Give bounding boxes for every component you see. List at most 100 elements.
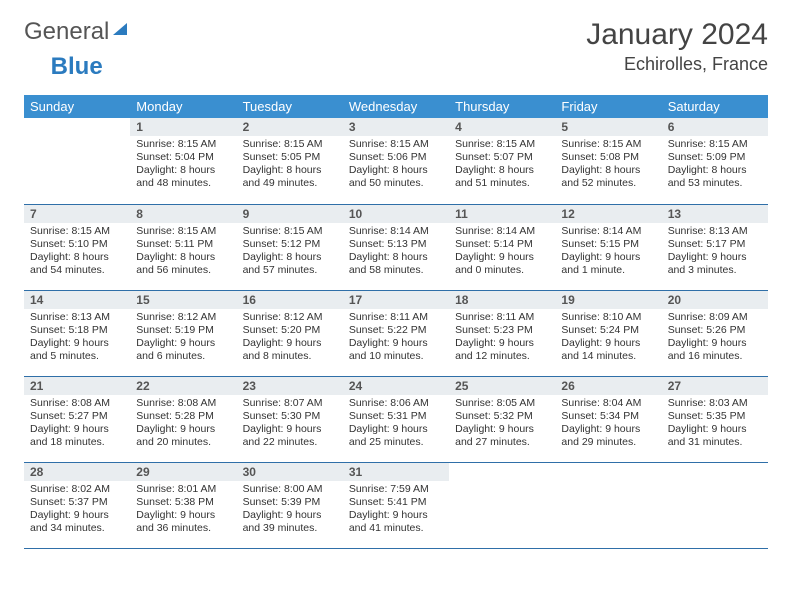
- sunrise-line: Sunrise: 8:08 AM: [30, 397, 110, 409]
- day-number: 22: [130, 377, 236, 395]
- weekday-header: Sunday: [24, 95, 130, 118]
- daylight-line: Daylight: 9 hours and 34 minutes.: [30, 509, 109, 534]
- day-number: 13: [662, 205, 768, 223]
- calendar-week: 1Sunrise: 8:15 AMSunset: 5:04 PMDaylight…: [24, 118, 768, 204]
- sunset-line: Sunset: 5:24 PM: [561, 324, 639, 336]
- day-number: 19: [555, 291, 661, 309]
- calendar-week: 14Sunrise: 8:13 AMSunset: 5:18 PMDayligh…: [24, 290, 768, 376]
- calendar-cell: 29Sunrise: 8:01 AMSunset: 5:38 PMDayligh…: [130, 462, 236, 548]
- calendar-cell: 4Sunrise: 8:15 AMSunset: 5:07 PMDaylight…: [449, 118, 555, 204]
- calendar-cell: 25Sunrise: 8:05 AMSunset: 5:32 PMDayligh…: [449, 376, 555, 462]
- day-number: 14: [24, 291, 130, 309]
- sunset-line: Sunset: 5:26 PM: [668, 324, 746, 336]
- weekday-header: Monday: [130, 95, 236, 118]
- sunset-line: Sunset: 5:27 PM: [30, 410, 108, 422]
- sunset-line: Sunset: 5:15 PM: [561, 238, 639, 250]
- sunrise-line: Sunrise: 7:59 AM: [349, 483, 429, 495]
- sunrise-line: Sunrise: 8:04 AM: [561, 397, 641, 409]
- calendar-cell: 14Sunrise: 8:13 AMSunset: 5:18 PMDayligh…: [24, 290, 130, 376]
- day-body: Sunrise: 8:14 AMSunset: 5:14 PMDaylight:…: [449, 223, 555, 282]
- daylight-line: Daylight: 8 hours and 56 minutes.: [136, 251, 215, 276]
- daylight-line: Daylight: 9 hours and 39 minutes.: [243, 509, 322, 534]
- calendar-cell: 28Sunrise: 8:02 AMSunset: 5:37 PMDayligh…: [24, 462, 130, 548]
- sunset-line: Sunset: 5:30 PM: [243, 410, 321, 422]
- calendar-cell: [555, 462, 661, 548]
- day-number: 31: [343, 463, 449, 481]
- daylight-line: Daylight: 8 hours and 49 minutes.: [243, 164, 322, 189]
- sunset-line: Sunset: 5:13 PM: [349, 238, 427, 250]
- day-body: Sunrise: 8:14 AMSunset: 5:15 PMDaylight:…: [555, 223, 661, 282]
- sunrise-line: Sunrise: 8:15 AM: [349, 138, 429, 150]
- calendar-table: SundayMondayTuesdayWednesdayThursdayFrid…: [24, 95, 768, 549]
- sunset-line: Sunset: 5:41 PM: [349, 496, 427, 508]
- daylight-line: Daylight: 9 hours and 36 minutes.: [136, 509, 215, 534]
- calendar-cell: 1Sunrise: 8:15 AMSunset: 5:04 PMDaylight…: [130, 118, 236, 204]
- sunset-line: Sunset: 5:14 PM: [455, 238, 533, 250]
- daylight-line: Daylight: 8 hours and 52 minutes.: [561, 164, 640, 189]
- sunrise-line: Sunrise: 8:15 AM: [136, 225, 216, 237]
- weekday-row: SundayMondayTuesdayWednesdayThursdayFrid…: [24, 95, 768, 118]
- day-number: 11: [449, 205, 555, 223]
- sunrise-line: Sunrise: 8:15 AM: [30, 225, 110, 237]
- sunset-line: Sunset: 5:19 PM: [136, 324, 214, 336]
- sunrise-line: Sunrise: 8:14 AM: [561, 225, 641, 237]
- calendar-cell: 7Sunrise: 8:15 AMSunset: 5:10 PMDaylight…: [24, 204, 130, 290]
- daylight-line: Daylight: 9 hours and 27 minutes.: [455, 423, 534, 448]
- sunrise-line: Sunrise: 8:12 AM: [243, 311, 323, 323]
- calendar-cell: 8Sunrise: 8:15 AMSunset: 5:11 PMDaylight…: [130, 204, 236, 290]
- sunset-line: Sunset: 5:08 PM: [561, 151, 639, 163]
- sunrise-line: Sunrise: 8:00 AM: [243, 483, 323, 495]
- calendar-cell: 23Sunrise: 8:07 AMSunset: 5:30 PMDayligh…: [237, 376, 343, 462]
- calendar-cell: 31Sunrise: 7:59 AMSunset: 5:41 PMDayligh…: [343, 462, 449, 548]
- sunrise-line: Sunrise: 8:14 AM: [349, 225, 429, 237]
- sunrise-line: Sunrise: 8:15 AM: [243, 225, 323, 237]
- sunrise-line: Sunrise: 8:09 AM: [668, 311, 748, 323]
- sunrise-line: Sunrise: 8:15 AM: [243, 138, 323, 150]
- sunrise-line: Sunrise: 8:15 AM: [455, 138, 535, 150]
- weekday-header: Saturday: [662, 95, 768, 118]
- calendar-week: 28Sunrise: 8:02 AMSunset: 5:37 PMDayligh…: [24, 462, 768, 548]
- daylight-line: Daylight: 9 hours and 5 minutes.: [30, 337, 109, 362]
- sunset-line: Sunset: 5:23 PM: [455, 324, 533, 336]
- daylight-line: Daylight: 9 hours and 14 minutes.: [561, 337, 640, 362]
- weekday-header: Friday: [555, 95, 661, 118]
- calendar-week: 21Sunrise: 8:08 AMSunset: 5:27 PMDayligh…: [24, 376, 768, 462]
- daylight-line: Daylight: 9 hours and 22 minutes.: [243, 423, 322, 448]
- sunrise-line: Sunrise: 8:15 AM: [561, 138, 641, 150]
- day-body: Sunrise: 8:07 AMSunset: 5:30 PMDaylight:…: [237, 395, 343, 454]
- day-body: Sunrise: 8:15 AMSunset: 5:08 PMDaylight:…: [555, 136, 661, 195]
- day-number: 10: [343, 205, 449, 223]
- calendar-cell: 11Sunrise: 8:14 AMSunset: 5:14 PMDayligh…: [449, 204, 555, 290]
- day-body: Sunrise: 8:11 AMSunset: 5:23 PMDaylight:…: [449, 309, 555, 368]
- brand-part2: Blue: [51, 53, 103, 80]
- sunrise-line: Sunrise: 8:11 AM: [349, 311, 428, 323]
- sunset-line: Sunset: 5:10 PM: [30, 238, 108, 250]
- sunset-line: Sunset: 5:07 PM: [455, 151, 533, 163]
- day-body: Sunrise: 8:13 AMSunset: 5:18 PMDaylight:…: [24, 309, 130, 368]
- day-number: 20: [662, 291, 768, 309]
- sunset-line: Sunset: 5:37 PM: [30, 496, 108, 508]
- day-body: Sunrise: 8:10 AMSunset: 5:24 PMDaylight:…: [555, 309, 661, 368]
- day-number: 1: [130, 118, 236, 136]
- day-number: 26: [555, 377, 661, 395]
- calendar-cell: 24Sunrise: 8:06 AMSunset: 5:31 PMDayligh…: [343, 376, 449, 462]
- sunrise-line: Sunrise: 8:05 AM: [455, 397, 535, 409]
- day-number: 15: [130, 291, 236, 309]
- calendar-cell: 9Sunrise: 8:15 AMSunset: 5:12 PMDaylight…: [237, 204, 343, 290]
- day-body: Sunrise: 8:02 AMSunset: 5:37 PMDaylight:…: [24, 481, 130, 540]
- sunrise-line: Sunrise: 8:12 AM: [136, 311, 216, 323]
- sunrise-line: Sunrise: 8:01 AM: [136, 483, 216, 495]
- sunset-line: Sunset: 5:32 PM: [455, 410, 533, 422]
- calendar-cell: 15Sunrise: 8:12 AMSunset: 5:19 PMDayligh…: [130, 290, 236, 376]
- sunrise-line: Sunrise: 8:08 AM: [136, 397, 216, 409]
- day-body: Sunrise: 8:15 AMSunset: 5:10 PMDaylight:…: [24, 223, 130, 282]
- daylight-line: Daylight: 9 hours and 10 minutes.: [349, 337, 428, 362]
- day-body: Sunrise: 8:04 AMSunset: 5:34 PMDaylight:…: [555, 395, 661, 454]
- day-number: 23: [237, 377, 343, 395]
- day-number: 9: [237, 205, 343, 223]
- calendar-cell: 16Sunrise: 8:12 AMSunset: 5:20 PMDayligh…: [237, 290, 343, 376]
- brand-mark-icon: [113, 23, 127, 35]
- calendar-cell: 22Sunrise: 8:08 AMSunset: 5:28 PMDayligh…: [130, 376, 236, 462]
- title-block: January 2024 Echirolles, France: [586, 18, 768, 75]
- day-number: 5: [555, 118, 661, 136]
